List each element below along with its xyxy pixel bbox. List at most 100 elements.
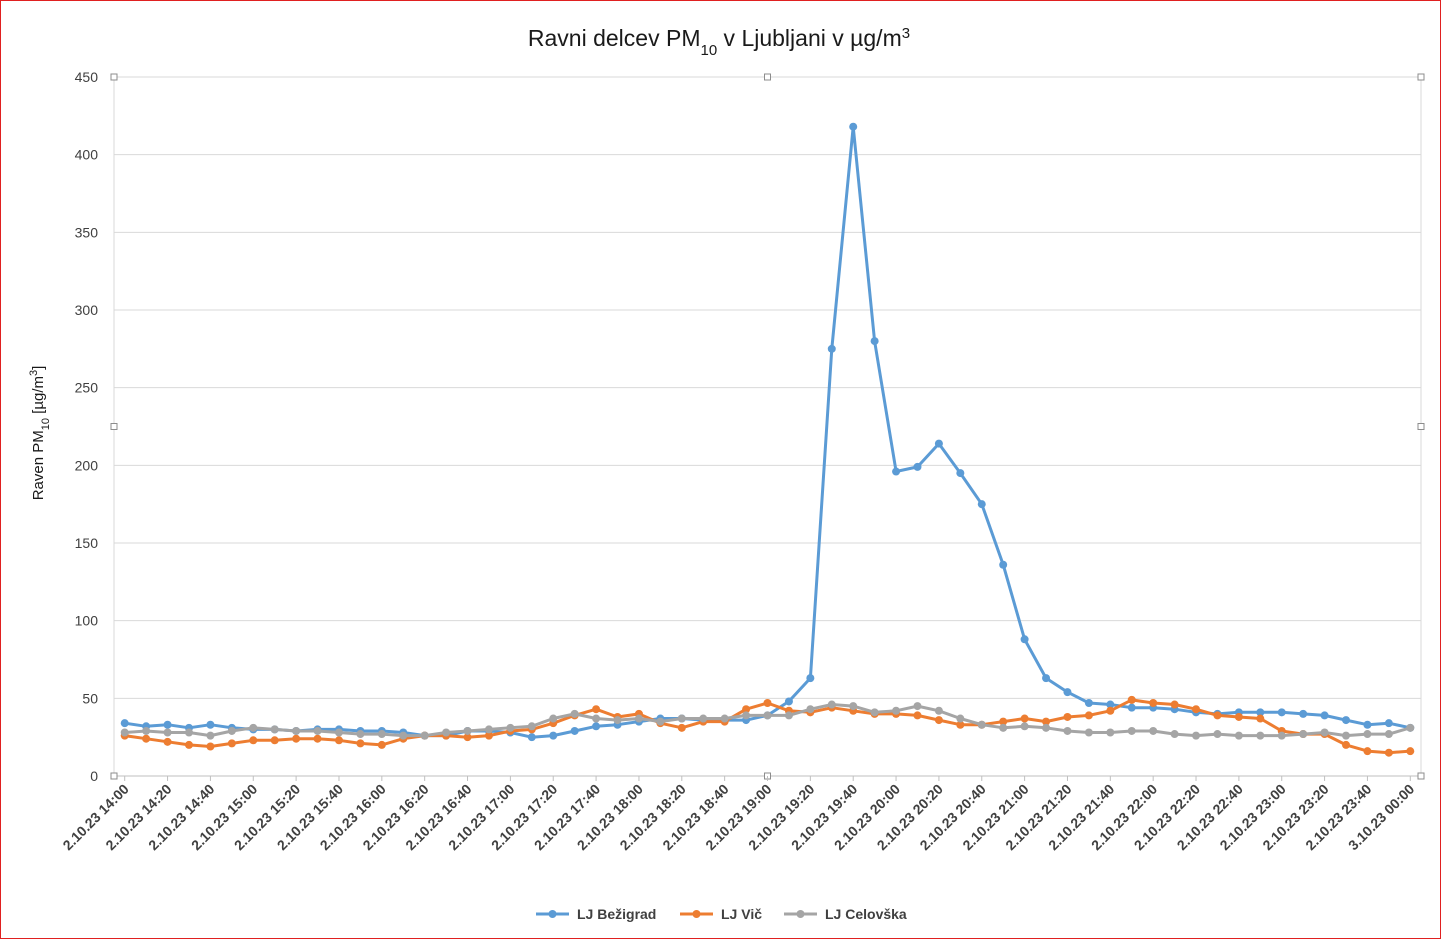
- chart-title-sub: 10: [700, 42, 717, 59]
- data-point: [742, 711, 751, 720]
- data-point: [1406, 747, 1415, 756]
- data-point: [1234, 712, 1243, 721]
- data-point: [463, 726, 472, 735]
- y-tick-label: 350: [75, 224, 99, 240]
- chart-title-sup: 3: [902, 25, 910, 42]
- data-point: [463, 733, 472, 742]
- data-point: [1256, 731, 1265, 740]
- data-point: [1149, 726, 1158, 735]
- data-point: [1384, 719, 1393, 728]
- plot-area-handle: [1417, 423, 1425, 430]
- data-point: [1063, 688, 1072, 697]
- y-tick-label: 150: [75, 535, 99, 551]
- data-point: [999, 717, 1008, 726]
- data-point: [1213, 730, 1222, 739]
- chart-title-rest: v Ljubljani v µg/m: [717, 25, 902, 51]
- data-point: [206, 742, 215, 751]
- y-tick-label: 100: [75, 613, 99, 629]
- data-point: [977, 500, 986, 509]
- data-point: [120, 719, 129, 728]
- data-point: [1299, 709, 1308, 718]
- data-point: [613, 716, 622, 725]
- data-point: [956, 714, 965, 723]
- data-point: [399, 731, 408, 740]
- y-axis-title-end: ]: [30, 366, 47, 370]
- data-point: [1320, 711, 1329, 720]
- data-point: [806, 705, 815, 714]
- data-point: [999, 723, 1008, 732]
- data-point: [1106, 700, 1115, 709]
- chart-title: Ravni delcev PM10 v Ljubljani v µg/m3: [528, 25, 910, 59]
- data-point: [313, 726, 322, 735]
- data-point: [677, 714, 686, 723]
- y-tick-label: 300: [75, 302, 99, 318]
- data-point: [184, 740, 193, 749]
- data-point: [1106, 706, 1115, 715]
- data-point: [977, 720, 986, 729]
- plot-area-handle: [110, 772, 118, 780]
- data-point: [1192, 731, 1201, 740]
- data-point: [549, 731, 558, 740]
- series-line: [123, 125, 1412, 739]
- data-point: [484, 731, 493, 740]
- series-0: [120, 122, 1415, 742]
- series-2: [120, 700, 1415, 740]
- data-point: [1213, 711, 1222, 720]
- data-point: [1042, 723, 1051, 732]
- data-point: [1299, 730, 1308, 739]
- legend-swatch-marker: [548, 910, 557, 918]
- data-point: [163, 728, 172, 737]
- data-point: [1277, 731, 1286, 740]
- data-point: [1234, 731, 1243, 740]
- data-point: [420, 731, 429, 740]
- data-point: [1170, 700, 1179, 709]
- data-point: [163, 737, 172, 746]
- data-point: [377, 740, 386, 749]
- data-point: [484, 725, 493, 734]
- data-point: [913, 702, 922, 711]
- data-point: [570, 726, 579, 735]
- data-point: [699, 714, 708, 723]
- plot-area-handle: [764, 73, 771, 81]
- data-point: [249, 736, 258, 745]
- data-point: [870, 708, 879, 717]
- data-point: [334, 736, 343, 745]
- data-point: [913, 711, 922, 720]
- data-point: [356, 730, 365, 739]
- data-point: [313, 734, 322, 743]
- data-point: [1020, 635, 1029, 644]
- data-point: [249, 723, 258, 732]
- data-point: [1342, 740, 1351, 749]
- data-point: [270, 725, 279, 734]
- data-point: [1256, 714, 1265, 723]
- data-point: [1127, 726, 1136, 735]
- data-point: [1020, 722, 1029, 731]
- legend-label: LJ Bežigrad: [577, 906, 656, 922]
- data-point: [292, 734, 301, 743]
- data-point: [677, 723, 686, 732]
- data-point: [1363, 720, 1372, 729]
- y-axis-title-rest: [µg/m: [30, 376, 47, 418]
- data-point: [849, 122, 858, 131]
- data-point: [784, 697, 793, 706]
- data-point: [720, 714, 729, 723]
- data-point: [1342, 731, 1351, 740]
- data-point: [827, 700, 836, 709]
- data-point: [549, 714, 558, 723]
- data-point: [934, 439, 943, 448]
- data-point: [892, 706, 901, 715]
- data-point: [227, 726, 236, 735]
- data-point: [1363, 747, 1372, 756]
- data-point: [184, 728, 193, 737]
- data-point: [356, 739, 365, 748]
- data-point: [784, 711, 793, 720]
- data-point: [1320, 728, 1329, 737]
- data-point: [892, 467, 901, 476]
- data-point: [570, 709, 579, 718]
- data-point: [227, 739, 236, 748]
- data-point: [1084, 711, 1093, 720]
- data-point: [999, 560, 1008, 569]
- data-point: [913, 462, 922, 471]
